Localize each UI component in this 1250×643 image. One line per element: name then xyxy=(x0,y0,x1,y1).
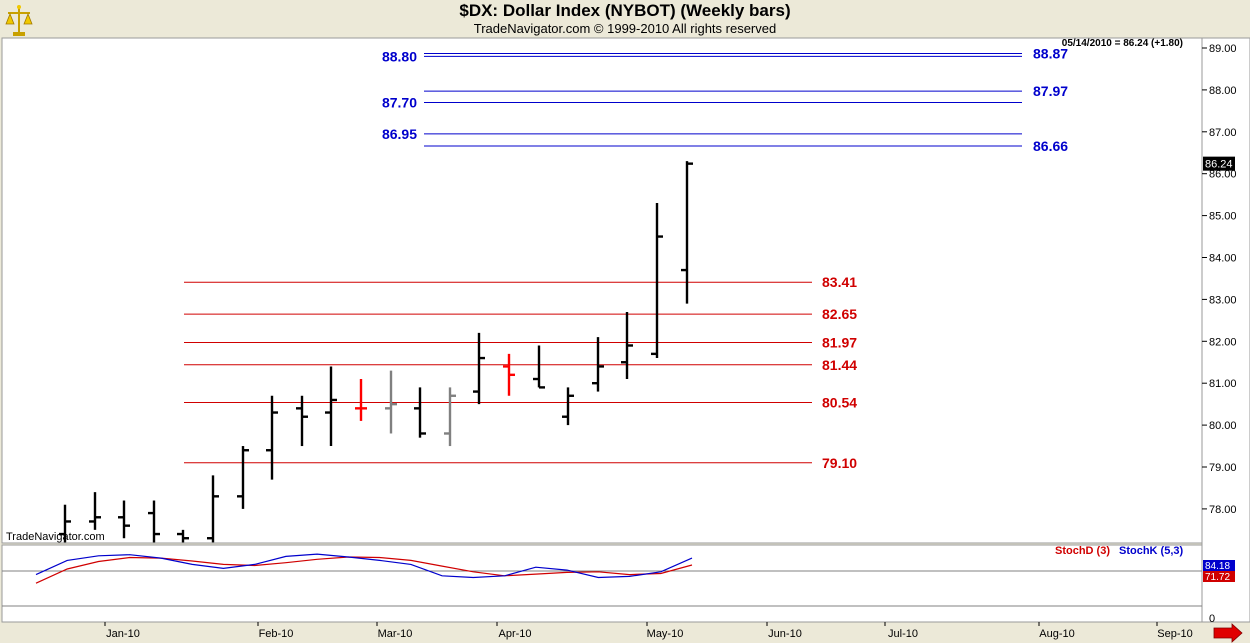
x-tick-label: Jan-10 xyxy=(106,628,140,640)
y-tick-label: 89.00 xyxy=(1209,43,1237,55)
x-tick-label: Apr-10 xyxy=(498,628,531,640)
support-level-label: 81.97 xyxy=(822,335,857,351)
copyright-subtitle: TradeNavigator.com © 1999-2010 All right… xyxy=(473,21,777,36)
y-tick-label: 80.00 xyxy=(1209,420,1237,432)
x-tick-label: Jun-10 xyxy=(768,628,802,640)
y-tick-label: 84.00 xyxy=(1209,253,1237,265)
x-tick-label: Sep-10 xyxy=(1157,628,1192,640)
watermark-text: TradeNavigator.com xyxy=(6,531,105,543)
resistance-level-label-right: 88.87 xyxy=(1033,45,1068,61)
stoch-d-line xyxy=(35,556,693,584)
resistance-level-label-right: 87.97 xyxy=(1033,83,1068,99)
x-tick-label: Feb-10 xyxy=(259,628,294,640)
y-tick-label: 86.00 xyxy=(1209,169,1237,181)
scroll-right-arrow-icon[interactable] xyxy=(1213,623,1243,643)
support-level-label: 80.54 xyxy=(822,394,857,410)
x-tick-label: May-10 xyxy=(647,628,684,640)
stoch-d-value-box xyxy=(1203,571,1235,582)
last-price-box xyxy=(1203,156,1235,171)
support-level-label: 81.44 xyxy=(822,357,857,373)
stoch-k-line xyxy=(35,553,693,579)
resistance-level-label-right: 86.66 xyxy=(1033,138,1068,154)
y-tick-label: 85.00 xyxy=(1209,211,1237,223)
support-level-label: 83.41 xyxy=(822,274,857,290)
chart-title: $DX: Dollar Index (NYBOT) (Weekly bars) xyxy=(459,1,791,20)
y-tick-label: 82.00 xyxy=(1209,336,1237,348)
support-level-label: 79.10 xyxy=(822,455,857,471)
price-pane xyxy=(1,37,1203,544)
stoch-k-value-box xyxy=(1203,560,1235,571)
resistance-level-label-left: 88.80 xyxy=(382,48,417,64)
last-price-label: 86.24 xyxy=(1205,159,1233,171)
stochastic-pane xyxy=(1,544,1203,623)
stoch-zero-label: 0 xyxy=(1209,613,1215,625)
y-tick-label: 78.00 xyxy=(1209,504,1237,516)
resistance-level-label-left: 86.95 xyxy=(382,126,417,142)
support-level-label: 82.65 xyxy=(822,306,857,322)
last-price-info: 05/14/2010 = 86.24 (+1.80) xyxy=(1062,38,1183,49)
y-tick-label: 81.00 xyxy=(1209,378,1237,390)
y-tick-label: 87.00 xyxy=(1209,127,1237,139)
y-tick-label: 88.00 xyxy=(1209,85,1237,97)
stoch-d-value: 71.72 xyxy=(1205,572,1230,583)
stoch-k-value: 84.18 xyxy=(1205,561,1230,572)
resistance-level-label-left: 87.70 xyxy=(382,94,417,110)
stoch-k-legend: StochK (5,3) xyxy=(1119,545,1184,557)
x-tick-label: Aug-10 xyxy=(1039,628,1074,640)
stoch-d-legend: StochD (3) xyxy=(1055,545,1110,557)
scales-logo-icon xyxy=(5,5,33,36)
price-axis xyxy=(1201,37,1250,623)
y-tick-label: 83.00 xyxy=(1209,294,1237,306)
x-tick-label: Mar-10 xyxy=(378,628,413,640)
y-tick-label: 79.00 xyxy=(1209,462,1237,474)
x-tick-label: Jul-10 xyxy=(888,628,918,640)
